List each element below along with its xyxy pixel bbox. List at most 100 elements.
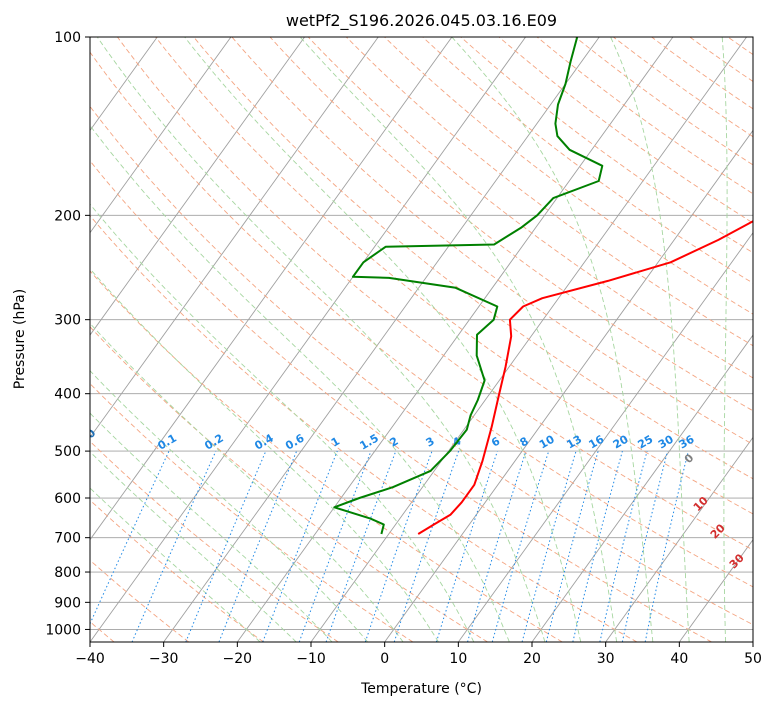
isotherm-line [236,37,674,642]
mixing-ratio-line [545,450,599,642]
x-axis-label: Temperature (°C) [360,681,482,697]
mixing-ratio-line [521,450,577,642]
mixing-ratio-line [218,450,298,642]
line-labels: 0.10.20.40.611.52346810131620253036-100-… [0,392,753,598]
temperature-line [417,220,753,535]
x-tick-label: 10 [449,651,467,667]
isotherm-line [90,37,305,336]
y-tick-label: 600 [54,491,81,507]
moist-adiabat-line [721,37,728,642]
mixing-ratio-label: 3 [424,435,437,450]
mixing-ratio-line [644,450,689,642]
y-tick-label: 900 [54,595,81,611]
isotherm-line [90,37,379,439]
mixing-ratio-line [131,450,217,642]
mixing-ratio-label: 0.4 [252,431,276,452]
moist-adiabat-label: 0 [682,451,697,466]
mixing-ratio-line [621,450,669,642]
plot-frame [89,36,754,643]
dry-adiabat-line [269,37,753,412]
dry-adiabat-line [90,499,264,642]
mixing-ratio-line [364,450,433,642]
mixing-ratio-label: 0.1 [156,432,179,453]
mixing-ratio-label: 30 [656,432,676,451]
mixing-ratio-label: 16 [587,432,607,451]
mixing-ratio-label: 20 [611,432,631,451]
mixing-ratio-label: 10 [537,432,557,451]
mixing-ratio-label: 25 [635,433,655,452]
dry-adiabat-label: -10 [75,426,98,449]
isotherm-line [90,37,453,541]
mixing-ratio-line [599,450,648,642]
x-tick-label: −10 [296,651,326,667]
mixing-ratio-label: 2 [387,435,400,450]
dry-adiabat-line [536,37,753,195]
dry-adiabat-line [384,37,753,315]
profile-series [333,37,753,535]
mixing-ratio-label: 0.6 [283,431,307,452]
moist-adiabat-label: 30 [727,551,747,571]
dry-adiabat-line [90,105,753,626]
dry-adiabat-line [460,37,753,254]
isotherm-line [752,641,753,642]
chart-title: wetPf2_S196.2026.045.03.16.E09 [286,11,557,31]
mixing-ratio-line [90,450,170,626]
x-tick-label: −30 [149,651,179,667]
mixing-ratio-line [435,450,498,642]
x-tick-label: 20 [523,651,541,667]
mixing-ratio-line [185,450,267,642]
x-axis: −40 −30 −20 −10 0 10 20 30 40 50 [75,642,762,667]
moist-adiabat-line [299,37,618,642]
y-tick-label: 200 [54,208,81,224]
y-tick-label: 500 [54,444,81,460]
dry-adiabat-label: -20 [0,392,7,415]
mixing-ratio-line [491,450,550,642]
x-tick-label: 30 [597,651,615,667]
moist-adiabat-line [96,37,546,642]
dry-adiabat-line [90,270,563,642]
y-tick-label: 300 [54,313,81,329]
dry-adiabat-line [345,37,753,347]
moist-adiabat-line [184,37,582,642]
mixing-ratio-label: 0.2 [202,432,225,453]
moist-adiabat-line [90,370,369,642]
dry-adiabat-line [498,37,753,224]
isotherm-line [0,37,10,642]
dry-adiabat-line [90,51,753,588]
x-tick-label: 0 [380,651,389,667]
mixing-ratio-line [393,450,460,642]
dry-adiabat-line [90,160,712,642]
isotherm-line [90,37,232,234]
moist-adiabat-line [90,487,261,642]
mixing-ratio-lines [90,450,689,642]
dry-adiabat-line [155,37,753,515]
isotherm-line [384,129,753,642]
moist-adiabat-line [90,203,475,642]
isotherm-line [163,37,600,642]
isotherm-line [605,436,753,642]
moist-adiabat-line [610,37,690,642]
moist-adiabat-label: 20 [708,521,728,541]
y-axis-label: Pressure (hPa) [12,289,28,389]
y-tick-label: 400 [54,387,81,403]
mixing-ratio-label: 13 [564,433,584,452]
y-axis: 1000 900 800 700 600 500 400 300 200 100 [45,30,90,638]
mixing-ratio-line [572,450,623,642]
dry-adiabat-line [613,37,753,138]
mixing-ratio-line [298,450,372,642]
moist-adiabat-line [90,124,510,642]
moist-adiabat-line [90,268,439,642]
y-tick-label: 700 [54,531,81,547]
isotherm-line [678,538,753,642]
dry-adiabat-line [90,559,190,642]
isotherm-line [531,334,753,642]
dry-adiabat-line [90,326,488,642]
dry-adiabat-line [231,37,753,445]
mixing-ratio-line [325,450,397,642]
moist-adiabat-line [90,322,404,642]
isobars [90,37,753,630]
dry-adiabat-line [727,37,753,56]
dry-adiabat-line [117,37,753,551]
isotherm-line [457,231,753,642]
